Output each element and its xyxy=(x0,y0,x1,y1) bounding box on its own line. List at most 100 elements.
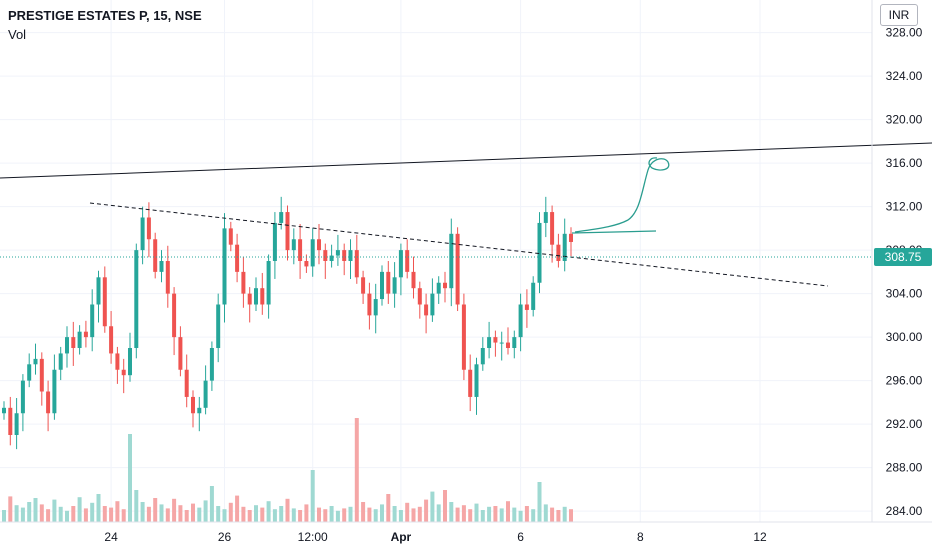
candle-body xyxy=(39,358,44,392)
volume-bar xyxy=(506,501,510,522)
volume-bar xyxy=(121,509,126,522)
candle-body xyxy=(83,331,88,338)
volume-bar xyxy=(291,508,296,522)
volume-bar xyxy=(209,486,214,522)
volume-indicator-label[interactable]: Vol xyxy=(8,27,27,42)
volume-bar xyxy=(335,510,340,522)
volume-bar xyxy=(134,490,139,522)
candle-body xyxy=(191,396,195,414)
volume-bar xyxy=(178,505,183,522)
volume-bar xyxy=(14,505,19,522)
candle-body xyxy=(405,250,410,272)
candle-body xyxy=(335,250,340,256)
volume-bar xyxy=(235,495,240,522)
candle-body xyxy=(474,364,479,397)
candle-body xyxy=(140,217,145,251)
volume-bar xyxy=(405,502,410,522)
volume-bar xyxy=(361,502,366,522)
candle-body xyxy=(367,293,372,316)
candle-body xyxy=(304,261,309,267)
symbol-title[interactable]: PRESTIGE ESTATES P, 15, NSE xyxy=(8,8,202,23)
volume-bar xyxy=(474,503,479,522)
resistance-trendline[interactable] xyxy=(0,142,932,179)
candle-body xyxy=(443,282,447,289)
time-tick-label: Apr xyxy=(391,530,412,544)
candle-body xyxy=(247,293,252,305)
candle-body xyxy=(487,337,492,348)
volume-bar xyxy=(71,506,76,522)
volume-bar xyxy=(531,509,536,522)
candle-body xyxy=(285,212,290,251)
candle-body xyxy=(556,244,561,261)
candle-body xyxy=(279,212,284,223)
candle-body xyxy=(65,337,69,354)
candle-body xyxy=(373,299,378,316)
candle-body xyxy=(461,304,466,370)
currency-unit-button[interactable]: INR xyxy=(880,4,918,26)
candle-body xyxy=(178,337,183,370)
candle-body xyxy=(115,353,120,370)
volume-bar xyxy=(524,506,529,522)
time-tick-label: 8 xyxy=(637,530,644,544)
candle-body xyxy=(424,304,429,316)
volume-bar xyxy=(436,504,441,522)
candle-body xyxy=(52,369,57,414)
volume-bar xyxy=(102,506,107,522)
volume-bar xyxy=(569,509,573,522)
candle-body xyxy=(184,369,189,397)
chart-legend: PRESTIGE ESTATES P, 15, NSE Vol xyxy=(8,6,202,44)
candle-body xyxy=(109,326,114,354)
candle-body xyxy=(272,222,277,261)
candle-body xyxy=(266,261,271,305)
candle-body xyxy=(241,271,246,294)
candle-body xyxy=(468,369,473,397)
candle-body xyxy=(203,380,208,408)
volume-bar xyxy=(323,509,328,522)
candle-body xyxy=(121,369,126,376)
candle-body xyxy=(317,239,321,251)
candle-body xyxy=(512,337,517,348)
volume-bar xyxy=(512,507,517,522)
volume-bars xyxy=(2,418,573,522)
candle-body xyxy=(543,212,548,223)
volume-bar xyxy=(556,510,561,522)
volume-bar xyxy=(550,507,555,522)
price-tick-label: 292.00 xyxy=(886,417,923,431)
volume-bar xyxy=(373,509,378,522)
candle-body xyxy=(58,353,63,370)
volume-bar xyxy=(266,501,271,522)
volume-bar xyxy=(443,490,447,522)
volume-bar xyxy=(480,510,485,522)
candle-body xyxy=(537,222,542,283)
volume-bar xyxy=(493,506,498,522)
candle-body xyxy=(348,250,353,261)
volume-bar xyxy=(77,497,82,522)
candle-body xyxy=(102,277,107,327)
volume-bar xyxy=(380,504,384,522)
candle-body xyxy=(90,304,95,338)
candle-body xyxy=(329,255,334,261)
candle-body xyxy=(96,277,101,305)
volume-bar xyxy=(2,510,6,522)
volume-bar xyxy=(33,498,38,522)
projection-arrow-drawing[interactable] xyxy=(571,157,670,234)
price-tick-label: 304.00 xyxy=(886,287,923,301)
volume-bar xyxy=(216,506,221,522)
volume-bar xyxy=(58,506,63,522)
volume-bar xyxy=(417,506,422,522)
volume-bar xyxy=(285,498,290,522)
descending-dashed-trendline[interactable] xyxy=(89,202,829,287)
volume-bar xyxy=(228,502,233,522)
candle-body xyxy=(159,261,164,272)
candle-body xyxy=(165,261,170,294)
user-drawings[interactable] xyxy=(0,142,932,287)
volume-bar xyxy=(461,505,466,522)
candle-body xyxy=(33,358,38,365)
volume-bar xyxy=(499,508,504,522)
candle-body xyxy=(128,348,132,376)
time-axis[interactable]: 24 26 12:00 Apr 6 8 12 xyxy=(104,530,767,544)
candle-body xyxy=(411,271,416,289)
time-tick-label: 12:00 xyxy=(298,530,328,544)
price-axis[interactable]: 284.00288.00292.00296.00300.00304.00308.… xyxy=(886,0,923,519)
